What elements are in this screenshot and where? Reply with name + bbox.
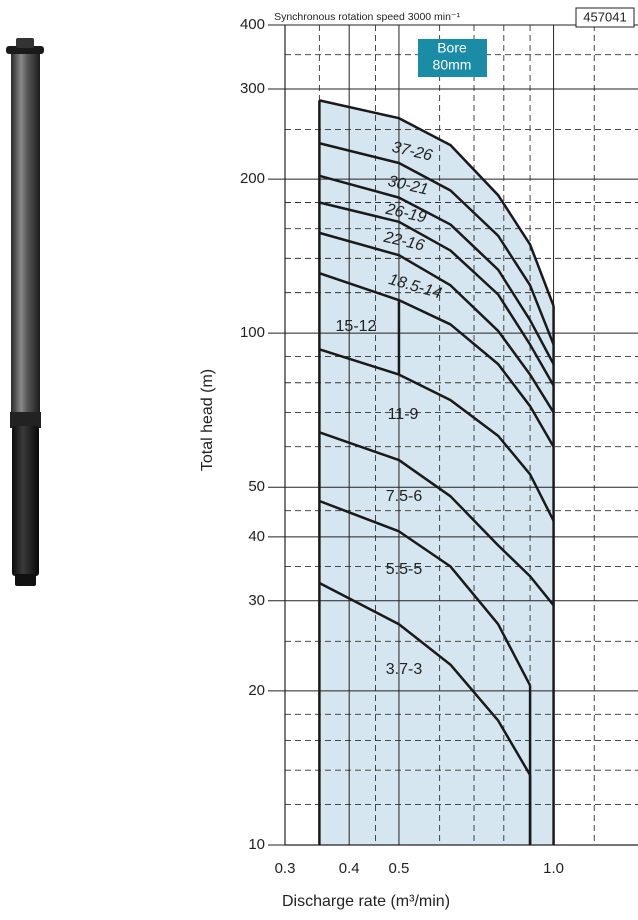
curve-label: 11-9 <box>388 406 419 423</box>
y-tick-label: 50 <box>248 478 265 495</box>
x-tick-label: 1.0 <box>543 860 564 877</box>
y-tick-label: 100 <box>240 324 265 341</box>
curve <box>318 499 532 687</box>
header-note: Synchronous rotation speed 3000 min⁻¹ <box>274 11 460 23</box>
curve <box>319 231 555 414</box>
y-tick-label: 200 <box>240 170 265 187</box>
curve-label: 15-12 <box>336 318 377 335</box>
operating-region <box>319 100 554 846</box>
x-tick-label: 0.3 <box>275 860 296 877</box>
model-code-box <box>575 7 635 28</box>
curve <box>398 299 555 448</box>
pump-photo <box>6 38 44 586</box>
y-tick-label: 30 <box>248 592 265 609</box>
curve-label: 7.5-6 <box>386 488 423 505</box>
y-tick-label: 400 <box>240 16 265 33</box>
curve <box>319 174 555 365</box>
curve <box>319 142 555 346</box>
bore-badge <box>418 39 487 77</box>
bore-label: 80mm <box>433 57 472 73</box>
bore-label: Bore <box>437 40 467 56</box>
model-code: 457041 <box>583 9 626 24</box>
y-tick-label: 300 <box>240 80 265 97</box>
curve <box>318 271 401 375</box>
curve <box>319 201 555 387</box>
x-tick-label: 0.5 <box>389 860 410 877</box>
curve <box>318 581 532 776</box>
curve <box>319 348 555 522</box>
x-tick-label: 0.4 <box>339 860 360 877</box>
y-tick-label: 40 <box>248 528 265 545</box>
curve-label: 3.7-3 <box>386 661 423 678</box>
y-axis-label: Total head (m) <box>199 369 216 471</box>
y-tick-label: 10 <box>248 836 265 853</box>
curve-label: 5.5-5 <box>386 561 423 578</box>
y-tick-label: 20 <box>248 682 265 699</box>
curve <box>318 431 555 607</box>
envelope-line <box>319 99 555 307</box>
x-axis-label: Discharge rate (m³/min) <box>282 893 450 910</box>
